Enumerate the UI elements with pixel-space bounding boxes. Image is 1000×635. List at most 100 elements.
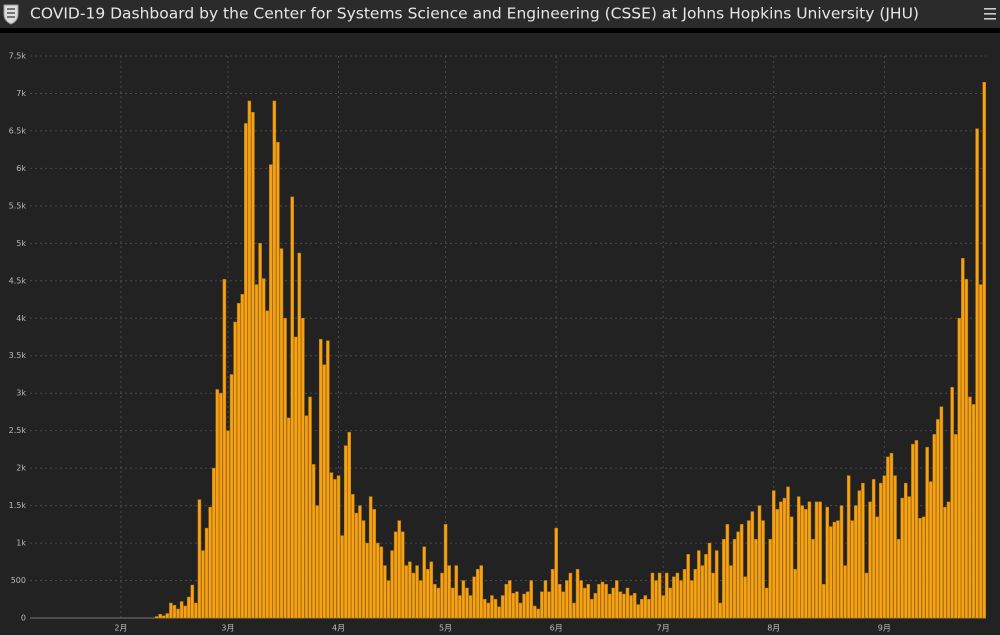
bar bbox=[736, 531, 740, 619]
bar bbox=[226, 430, 230, 619]
bar bbox=[169, 602, 173, 619]
bar bbox=[943, 506, 947, 619]
y-tick-label: 1k bbox=[16, 539, 26, 548]
bar bbox=[757, 505, 762, 619]
bar bbox=[946, 501, 951, 619]
bar bbox=[290, 196, 294, 619]
x-tick-label: 8月 bbox=[767, 624, 780, 633]
bar bbox=[465, 587, 469, 619]
bar bbox=[686, 554, 690, 619]
bar bbox=[162, 615, 166, 619]
bar bbox=[386, 580, 391, 619]
bar bbox=[839, 505, 844, 619]
x-tick-label: 3月 bbox=[221, 624, 234, 633]
bar bbox=[301, 318, 305, 619]
bar bbox=[782, 497, 787, 619]
bar bbox=[425, 569, 430, 619]
bar bbox=[269, 164, 273, 619]
bar bbox=[408, 561, 412, 619]
bar bbox=[829, 526, 833, 619]
bar bbox=[354, 512, 359, 619]
bar bbox=[554, 527, 558, 619]
bar bbox=[450, 587, 455, 619]
bar bbox=[846, 475, 851, 619]
y-tick-label: 3.5k bbox=[9, 351, 27, 360]
bar bbox=[361, 520, 366, 619]
bar bbox=[315, 505, 319, 619]
bar bbox=[154, 616, 159, 619]
x-tick-label: 5月 bbox=[439, 624, 452, 633]
bar bbox=[504, 584, 508, 619]
bar bbox=[254, 284, 259, 619]
bar bbox=[611, 587, 615, 619]
bar bbox=[522, 593, 526, 619]
bar bbox=[968, 396, 972, 619]
bar bbox=[390, 550, 394, 619]
bar bbox=[971, 404, 976, 619]
bar bbox=[854, 505, 858, 619]
bar bbox=[194, 602, 198, 619]
bar bbox=[604, 584, 608, 619]
bar bbox=[629, 595, 633, 619]
bar bbox=[682, 569, 687, 619]
bar bbox=[978, 284, 983, 619]
bar bbox=[700, 565, 705, 619]
bar bbox=[921, 516, 926, 619]
bar bbox=[393, 531, 398, 619]
bar bbox=[711, 572, 715, 619]
bar bbox=[297, 252, 302, 619]
bar bbox=[718, 602, 722, 619]
bar bbox=[557, 584, 562, 619]
bar bbox=[882, 475, 887, 619]
bar bbox=[318, 338, 323, 619]
bar bbox=[429, 561, 434, 619]
y-tick-label: 4.5k bbox=[9, 276, 27, 285]
bar bbox=[443, 524, 448, 619]
header-bar bbox=[0, 0, 1000, 28]
bar bbox=[404, 565, 409, 619]
bar bbox=[172, 605, 177, 619]
bar bbox=[475, 569, 480, 619]
bar bbox=[832, 521, 837, 619]
bar bbox=[422, 546, 426, 619]
y-tick-label: 5.5k bbox=[9, 201, 27, 210]
menu-button[interactable] bbox=[984, 8, 996, 20]
bar bbox=[322, 364, 327, 619]
bar bbox=[433, 584, 437, 619]
bar bbox=[811, 539, 815, 619]
bar bbox=[208, 506, 212, 619]
bar bbox=[511, 593, 516, 619]
bar bbox=[490, 595, 494, 619]
bar bbox=[201, 550, 205, 619]
bar bbox=[664, 572, 669, 619]
bar bbox=[565, 580, 569, 619]
x-tick-label: 4月 bbox=[332, 624, 345, 633]
bar bbox=[804, 509, 808, 619]
plot: 0 500 1k 1.5k 2k 2.5k 3k 3.5k 4k 4.5k 5k 5.5k 6k 6.5k… bbox=[9, 52, 986, 633]
bar bbox=[219, 392, 223, 619]
bar bbox=[279, 248, 284, 619]
bar bbox=[857, 490, 862, 619]
bar bbox=[365, 542, 369, 619]
y-tick-label: 500 bbox=[11, 576, 26, 585]
bar bbox=[729, 565, 733, 619]
bar bbox=[697, 550, 701, 619]
bar bbox=[693, 569, 698, 619]
bar bbox=[454, 565, 459, 619]
bar bbox=[311, 464, 316, 619]
bar bbox=[864, 572, 869, 619]
bar bbox=[222, 279, 227, 619]
bar bbox=[540, 591, 544, 619]
bar bbox=[579, 580, 583, 619]
bar bbox=[483, 599, 487, 619]
bar bbox=[796, 496, 801, 619]
bar bbox=[661, 595, 665, 619]
bar bbox=[632, 593, 637, 619]
bar bbox=[821, 584, 826, 619]
bar bbox=[333, 479, 337, 619]
bar bbox=[725, 524, 730, 619]
bar bbox=[247, 100, 252, 619]
bar bbox=[358, 505, 362, 619]
bar bbox=[440, 572, 444, 619]
